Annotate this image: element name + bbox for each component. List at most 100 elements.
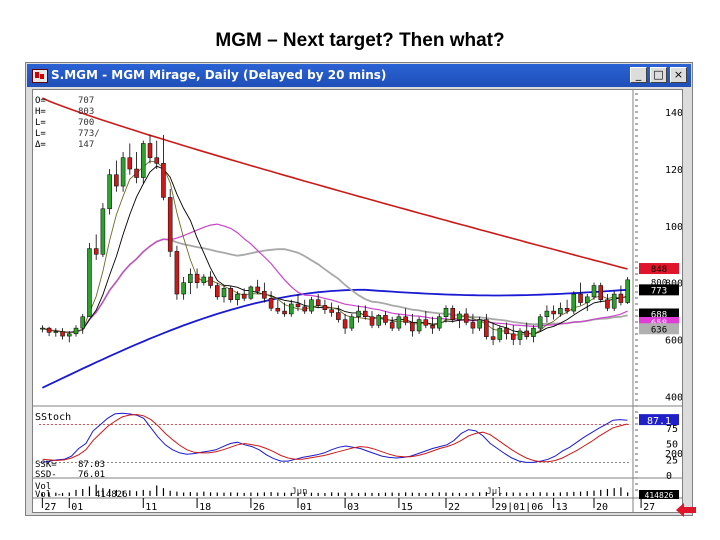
volume-badge-label: 414826 <box>645 491 674 500</box>
price-badge-label: 848 <box>651 265 667 275</box>
close-button[interactable]: × <box>670 67 687 83</box>
price-axis-label: 800 <box>665 279 682 290</box>
minimize-button[interactable]: _ <box>630 67 647 83</box>
candle-body <box>208 276 213 286</box>
candle-body <box>262 290 267 299</box>
candle-body <box>410 322 415 332</box>
time-axis-label: 20 <box>596 502 608 512</box>
month-label: Jul <box>486 487 502 497</box>
time-axis-label: 29|01|06 <box>495 502 543 512</box>
ma-olive-line <box>42 160 628 336</box>
candle-body <box>255 286 260 292</box>
time-axis-label: 01 <box>300 502 312 512</box>
candle-body <box>181 282 186 295</box>
price-axis-label: 1400 <box>665 108 682 119</box>
stoch-ssd-line <box>42 413 628 463</box>
candle-body <box>322 305 328 310</box>
candle-body <box>289 303 294 315</box>
candle-body <box>511 333 516 340</box>
candle-body <box>67 333 72 337</box>
candle-body <box>241 293 247 299</box>
candle-body <box>423 319 429 326</box>
candle-body <box>73 327 79 335</box>
candle-body <box>188 273 193 283</box>
stoch-axis-label: 25 <box>666 455 678 466</box>
time-axis-label: 01 <box>71 502 83 512</box>
candle-body <box>309 299 314 312</box>
candle-body <box>598 285 603 300</box>
back-arrow-icon[interactable] <box>675 502 697 518</box>
candle-body <box>497 327 503 340</box>
time-axis-label: 27 <box>643 502 655 512</box>
volume-badge-bg <box>639 490 679 499</box>
candle-body <box>376 315 381 326</box>
candle-body <box>396 316 402 329</box>
candle-body <box>127 157 133 170</box>
maximize-button[interactable]: □ <box>650 67 667 83</box>
candle-body <box>618 293 624 303</box>
candle-body <box>120 157 126 187</box>
candle-body <box>80 316 85 329</box>
candle-body <box>302 306 307 312</box>
candle-body <box>53 331 59 333</box>
candle-body <box>457 313 462 320</box>
candle-body <box>228 288 233 300</box>
price-axis-label: 1200 <box>665 165 682 176</box>
candle-body <box>349 316 355 329</box>
ma-red-line <box>42 97 628 270</box>
candle-body <box>470 322 476 329</box>
candle-body <box>463 313 469 323</box>
candle-body <box>295 303 301 308</box>
price-badge-label: 800 <box>651 279 667 289</box>
price-badge-bg <box>639 323 679 335</box>
candle-body <box>174 251 180 295</box>
candle-body <box>282 310 287 315</box>
price-badge-label: 688 <box>651 310 667 320</box>
candle-body <box>60 331 65 337</box>
time-axis-label: 18 <box>199 502 211 512</box>
volume-label: Vol - <box>35 490 62 500</box>
candle-body <box>147 143 153 158</box>
ma-magenta-line <box>42 223 628 334</box>
candle-body <box>490 336 496 340</box>
candle-body <box>215 285 220 298</box>
candle-body <box>114 174 119 187</box>
stoch-ssk-value: 87.03 <box>78 460 105 470</box>
price-axis-label: 600 <box>665 335 682 346</box>
candle-body <box>87 248 92 318</box>
stoch-title: SStoch <box>35 412 71 423</box>
candle-body <box>537 316 543 329</box>
candle-body <box>389 322 395 329</box>
ma-blue-line <box>42 288 628 389</box>
month-label: Jun <box>291 487 307 497</box>
candle-body <box>235 293 240 300</box>
candle-body <box>342 319 348 329</box>
candle-body <box>275 307 281 312</box>
window-titlebar[interactable]: S.MGM - MGM Mirage, Daily (Delayed by 20… <box>27 64 691 87</box>
candle-body <box>194 273 200 283</box>
candle-body <box>544 310 550 318</box>
stoch-axis-label: 50 <box>666 440 678 451</box>
candle-body <box>141 143 146 178</box>
candle-body <box>430 325 435 329</box>
price-axis-label: 1000 <box>665 222 682 233</box>
candle-body <box>403 316 408 323</box>
quote-label: L= <box>35 118 46 128</box>
candle-body <box>154 157 159 164</box>
price-axis-label: 400 <box>665 392 682 403</box>
quote-value: 147 <box>78 140 94 150</box>
candle-body <box>585 296 590 303</box>
candle-body <box>134 168 139 178</box>
candle-body <box>93 248 99 255</box>
stoch-axis-label: 75 <box>666 424 678 435</box>
price-chart[interactable]: 1400120010008006004002008488007736886586… <box>33 90 682 512</box>
candle-body <box>356 310 361 318</box>
candle-body <box>363 310 368 318</box>
price-badge-label: 773 <box>651 286 667 296</box>
stoch-ssd-label: SSD- <box>35 470 57 480</box>
candle-body <box>504 327 509 335</box>
chart-plot-area[interactable]: 1400120010008006004002008488007736886586… <box>32 89 683 513</box>
quote-label: O= <box>35 96 46 106</box>
candle-body <box>383 315 388 323</box>
candle-body <box>100 208 106 255</box>
